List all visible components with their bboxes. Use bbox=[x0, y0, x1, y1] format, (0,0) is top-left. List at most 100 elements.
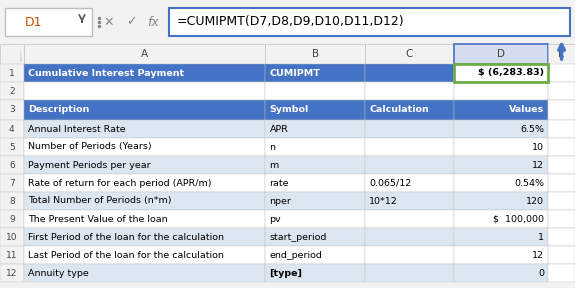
Text: 5: 5 bbox=[9, 143, 15, 151]
Text: $  100,000: $ 100,000 bbox=[493, 215, 544, 223]
Bar bbox=[266, 64, 366, 82]
Bar bbox=[548, 156, 575, 174]
Bar bbox=[24, 64, 266, 82]
Bar bbox=[266, 192, 366, 210]
Text: 0.065/12: 0.065/12 bbox=[369, 179, 412, 187]
Bar bbox=[548, 174, 575, 192]
Text: 120: 120 bbox=[526, 196, 544, 206]
Bar bbox=[266, 120, 366, 138]
Text: m: m bbox=[270, 160, 279, 170]
Bar bbox=[0, 100, 24, 120]
Bar bbox=[454, 192, 548, 210]
Text: Last Period of the loan for the calculation: Last Period of the loan for the calculat… bbox=[28, 251, 224, 259]
Text: Values: Values bbox=[509, 105, 544, 115]
Text: D: D bbox=[497, 49, 505, 59]
Bar bbox=[0, 174, 24, 192]
Text: Annuity type: Annuity type bbox=[28, 268, 89, 278]
Bar bbox=[266, 82, 366, 100]
Text: 10: 10 bbox=[6, 232, 18, 242]
Text: Cumulative Interest Payment: Cumulative Interest Payment bbox=[28, 69, 184, 77]
Text: 4: 4 bbox=[9, 124, 14, 134]
Text: 12: 12 bbox=[532, 251, 544, 259]
Bar bbox=[548, 44, 575, 64]
Bar bbox=[0, 264, 24, 282]
Bar bbox=[454, 264, 548, 282]
Bar bbox=[24, 210, 266, 228]
Text: Payment Periods per year: Payment Periods per year bbox=[28, 160, 150, 170]
Bar bbox=[0, 120, 24, 138]
Text: 10*12: 10*12 bbox=[369, 196, 398, 206]
Text: 10: 10 bbox=[532, 143, 544, 151]
Bar bbox=[0, 0, 575, 44]
Text: start_period: start_period bbox=[270, 232, 327, 242]
Bar bbox=[0, 44, 24, 64]
Bar bbox=[366, 44, 454, 64]
Text: 3: 3 bbox=[9, 105, 15, 115]
Bar bbox=[548, 264, 575, 282]
Text: 12: 12 bbox=[6, 268, 17, 278]
Bar bbox=[366, 264, 454, 282]
Text: ✓: ✓ bbox=[126, 16, 136, 29]
Text: C: C bbox=[406, 49, 413, 59]
Bar bbox=[266, 138, 366, 156]
Text: 1: 1 bbox=[538, 232, 544, 242]
Text: Total Number of Periods (n*m): Total Number of Periods (n*m) bbox=[28, 196, 171, 206]
Text: 1: 1 bbox=[9, 69, 15, 77]
Bar bbox=[454, 156, 548, 174]
Bar bbox=[454, 228, 548, 246]
Bar bbox=[548, 192, 575, 210]
Bar bbox=[24, 82, 266, 100]
Bar bbox=[548, 120, 575, 138]
Text: 2: 2 bbox=[9, 86, 14, 96]
Bar bbox=[548, 228, 575, 246]
Bar bbox=[366, 100, 454, 120]
Bar bbox=[454, 138, 548, 156]
Text: Symbol: Symbol bbox=[270, 105, 309, 115]
Bar bbox=[24, 44, 266, 64]
Bar bbox=[366, 246, 454, 264]
Text: Annual Interest Rate: Annual Interest Rate bbox=[28, 124, 125, 134]
Bar bbox=[169, 8, 570, 36]
Bar bbox=[366, 138, 454, 156]
Bar bbox=[548, 100, 575, 120]
Text: B: B bbox=[312, 49, 319, 59]
Text: E: E bbox=[558, 49, 565, 59]
Text: 0.54%: 0.54% bbox=[514, 179, 544, 187]
Text: [type]: [type] bbox=[270, 268, 302, 278]
Bar bbox=[454, 44, 548, 64]
Text: 12: 12 bbox=[532, 160, 544, 170]
Bar bbox=[266, 174, 366, 192]
Bar bbox=[266, 156, 366, 174]
Text: =CUMIPMT(D7,D8,D9,D10,D11,D12): =CUMIPMT(D7,D8,D9,D10,D11,D12) bbox=[177, 16, 405, 29]
Bar bbox=[24, 192, 266, 210]
Bar bbox=[24, 100, 266, 120]
Bar bbox=[366, 192, 454, 210]
Bar bbox=[366, 64, 454, 82]
Bar bbox=[24, 138, 266, 156]
Text: n: n bbox=[270, 143, 275, 151]
Text: D1: D1 bbox=[25, 16, 43, 29]
Bar bbox=[0, 192, 24, 210]
Bar bbox=[454, 64, 548, 82]
Bar bbox=[454, 100, 548, 120]
Bar bbox=[454, 120, 548, 138]
Polygon shape bbox=[21, 46, 22, 62]
Bar bbox=[548, 138, 575, 156]
Text: CUMIPMT: CUMIPMT bbox=[270, 69, 320, 77]
Bar bbox=[0, 138, 24, 156]
Bar bbox=[548, 210, 575, 228]
Text: 0: 0 bbox=[538, 268, 544, 278]
Bar bbox=[454, 210, 548, 228]
Text: Rate of return for each period (APR/m): Rate of return for each period (APR/m) bbox=[28, 179, 211, 187]
Text: pv: pv bbox=[270, 215, 281, 223]
Bar bbox=[0, 64, 24, 82]
Bar bbox=[24, 174, 266, 192]
Text: $ (6,283.83): $ (6,283.83) bbox=[478, 69, 544, 77]
Bar bbox=[366, 210, 454, 228]
Bar bbox=[366, 156, 454, 174]
Bar bbox=[24, 246, 266, 264]
Bar bbox=[24, 156, 266, 174]
Text: 11: 11 bbox=[6, 251, 18, 259]
Bar bbox=[266, 228, 366, 246]
Text: Calculation: Calculation bbox=[369, 105, 429, 115]
